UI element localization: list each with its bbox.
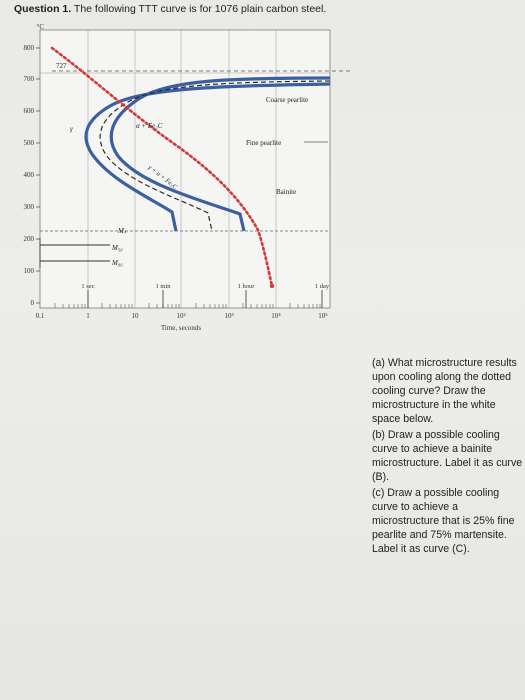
transformation-finish-curve [109, 76, 331, 232]
cooling-curve [50, 46, 274, 288]
y-tick-label: 300 [24, 203, 35, 211]
m50-label: M₅₀ [111, 244, 123, 252]
part-a: (a) What microstructure results upon coo… [372, 356, 522, 426]
x-tick-label: 10³ [224, 312, 233, 320]
x-tick-label: 10 [132, 312, 140, 320]
x-axis-labels: 0.1 1 10 10² 10³ 10⁴ 10⁵ Time, seconds [36, 312, 329, 332]
time-marker-label: 1 sec [81, 283, 94, 290]
ms-label: Mₛ [117, 227, 127, 235]
part-a-text: (a) What microstructure results upon coo… [372, 357, 517, 425]
y-tick-label: 100 [24, 267, 35, 275]
question-heading: Question 1. The following TTT curve is f… [14, 3, 326, 15]
x-tick-label: 1 [86, 312, 90, 320]
question-number: Question 1. [14, 3, 72, 15]
time-marker-ticks [87, 290, 323, 308]
part-b: (b) Draw a possible cooling curve to ach… [372, 428, 524, 484]
y-tick-label: 400 [24, 171, 35, 179]
y-tick-label: 0 [31, 299, 35, 307]
coarse-pearlite-label: Coarse pearlite [266, 96, 308, 104]
time-marker-label: 1 min [156, 283, 172, 290]
time-marker-label: 1 hour [238, 283, 256, 290]
alpha-fe3c-label: α + Fe₃C [136, 122, 163, 130]
y-tick-label: 800 [24, 44, 35, 52]
y-tick-label: 200 [24, 235, 35, 243]
fifty-percent-curve [99, 80, 331, 232]
y-unit-label: °C [37, 23, 45, 31]
time-marker-label: 1 day [315, 283, 330, 290]
y-axis-labels: °C 800 700 600 500 400 300 200 100 0 [24, 23, 45, 307]
bainite-label: Bainite [276, 188, 296, 196]
y-tick-label: 500 [24, 139, 35, 147]
x-axis-title: Time, seconds [161, 324, 201, 332]
question-text: The following TTT curve is for 1076 plai… [73, 3, 327, 15]
x-tick-label: 10² [176, 312, 185, 320]
y-tick-label: 600 [24, 107, 35, 115]
m90-label: M₉₀ [111, 259, 123, 267]
x-tick-label: 10⁵ [318, 312, 328, 320]
eutectoid-temp-label: 727 [56, 62, 67, 70]
time-markers: 1 sec 1 min 1 hour 1 day [81, 283, 329, 290]
y-tick-label: 700 [24, 75, 35, 83]
fine-pearlite-label: Fine pearlite [246, 139, 281, 147]
ttt-diagram: °C 800 700 600 500 400 300 200 100 0 0.1… [0, 18, 360, 338]
part-c-text: (c) Draw a possible cooling curve to ach… [372, 487, 515, 555]
transformation-start-curve [84, 82, 331, 232]
part-c: (c) Draw a possible cooling curve to ach… [372, 486, 524, 556]
x-axis-ticks [54, 303, 321, 308]
ttt-chart-svg: °C 800 700 600 500 400 300 200 100 0 0.1… [24, 23, 350, 332]
part-b-text: (b) Draw a possible cooling curve to ach… [372, 429, 523, 483]
x-tick-label: 0.1 [36, 312, 45, 320]
y-axis-ticks [36, 47, 40, 304]
cooling-curve-end-dot [269, 283, 275, 289]
gamma-label: γ [70, 125, 73, 133]
x-tick-label: 10⁴ [271, 312, 281, 320]
